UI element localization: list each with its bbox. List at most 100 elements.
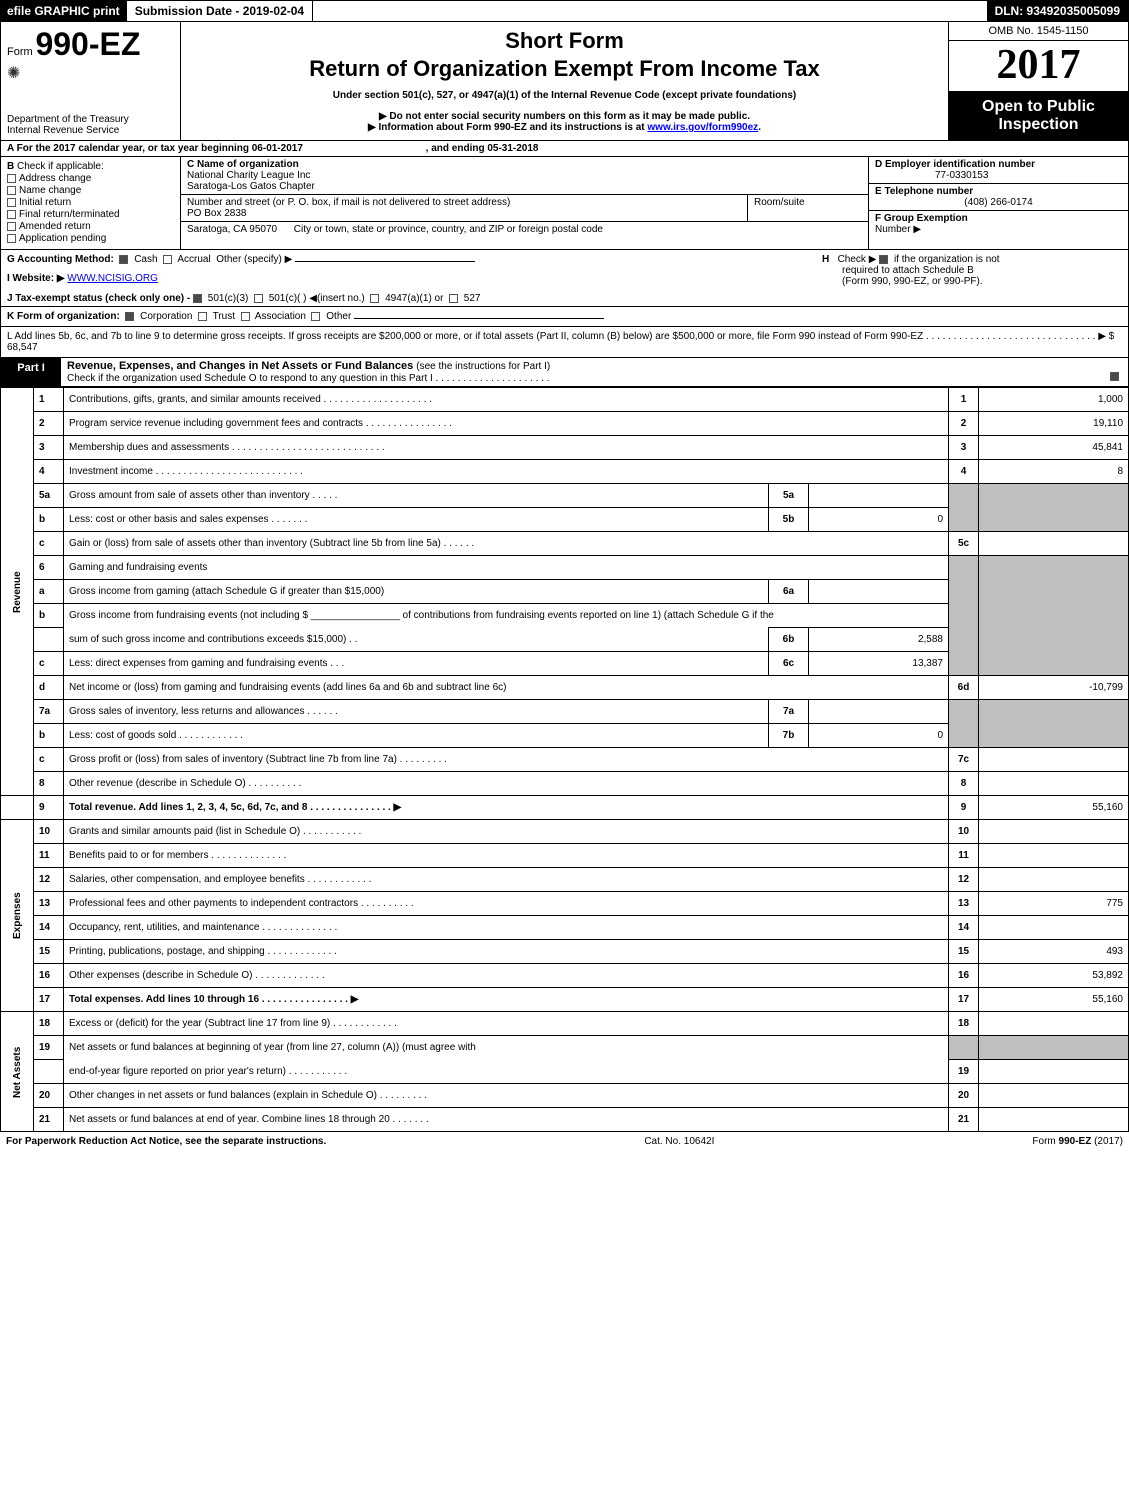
4947-check[interactable]: [370, 294, 379, 303]
final-return-check[interactable]: Final return/terminated: [7, 209, 174, 220]
other-org-label: Other: [326, 311, 351, 322]
line-ref: 13: [949, 892, 979, 916]
city-label: City or town, state or province, country…: [294, 224, 603, 235]
amended-return-check[interactable]: Amended return: [7, 221, 174, 232]
addr-change-label: Address change: [19, 173, 91, 184]
org-name-2: Saratoga-Los Gatos Chapter: [187, 181, 315, 192]
entity-info: B Check if applicable: Address change Na…: [0, 156, 1129, 249]
sub-num: 7a: [769, 700, 809, 724]
section-d: D Employer identification number 77-0330…: [868, 157, 1128, 249]
sub-num: 6a: [769, 580, 809, 604]
line-desc: Gross sales of inventory, less returns a…: [64, 700, 769, 724]
open-to-public: Open to Public Inspection: [949, 92, 1128, 140]
trust-label: Trust: [213, 311, 235, 322]
line-desc: Gaming and fundraising events: [64, 556, 949, 580]
shaded-cell: [949, 1036, 979, 1060]
501c3-check[interactable]: [193, 294, 202, 303]
line-ref: 1: [949, 388, 979, 412]
line-amount: [979, 532, 1129, 556]
under-section-text: Under section 501(c), 527, or 4947(a)(1)…: [333, 90, 796, 101]
table-row: 2 Program service revenue including gove…: [1, 412, 1129, 436]
open-line2: Inspection: [953, 116, 1124, 134]
section-b: B Check if applicable: Address change Na…: [1, 157, 181, 249]
corp-check[interactable]: [125, 312, 134, 321]
header-right: OMB No. 1545-1150 2017 Open to Public In…: [948, 22, 1128, 140]
table-row: 4 Investment income . . . . . . . . . . …: [1, 460, 1129, 484]
table-row: 16 Other expenses (describe in Schedule …: [1, 964, 1129, 988]
sub-val: [809, 580, 949, 604]
line-num: b: [34, 508, 64, 532]
line-ref: 9: [949, 796, 979, 820]
line-amount: -10,799: [979, 676, 1129, 700]
irs-link[interactable]: www.irs.gov/form990ez: [647, 122, 758, 133]
line-ref: 3: [949, 436, 979, 460]
shaded-cell: [979, 484, 1129, 532]
table-row: 8 Other revenue (describe in Schedule O)…: [1, 772, 1129, 796]
line-num: 8: [34, 772, 64, 796]
table-row: d Net income or (loss) from gaming and f…: [1, 676, 1129, 700]
line-num: 6: [34, 556, 64, 580]
l-text: L Add lines 5b, 6c, and 7b to line 9 to …: [7, 331, 1114, 342]
line-num: 15: [34, 940, 64, 964]
efile-print-button[interactable]: efile GRAPHIC print: [1, 1, 126, 21]
line-desc: Grants and similar amounts paid (list in…: [64, 820, 949, 844]
cash-check[interactable]: [119, 255, 128, 264]
h-checkbox[interactable]: [879, 255, 888, 264]
top-bar: efile GRAPHIC print Submission Date - 20…: [0, 0, 1129, 22]
line-num: 10: [34, 820, 64, 844]
line-desc: Gross income from fundraising events (no…: [64, 604, 949, 628]
f-label: F Group Exemption: [875, 213, 968, 224]
527-check[interactable]: [449, 294, 458, 303]
501c-check[interactable]: [254, 294, 263, 303]
tax-year-begin: 06-01-2017: [252, 143, 303, 154]
table-row: c Gain or (loss) from sale of assets oth…: [1, 532, 1129, 556]
line-ref: 10: [949, 820, 979, 844]
initial-return-check[interactable]: Initial return: [7, 197, 174, 208]
section-c: C Name of organization National Charity …: [181, 157, 868, 249]
schedule-o-check[interactable]: [1110, 372, 1119, 381]
trust-check[interactable]: [198, 312, 207, 321]
line-desc: end-of-year figure reported on prior yea…: [64, 1060, 949, 1084]
website-link[interactable]: WWW.NCISIG.ORG: [67, 273, 158, 284]
line-num: a: [34, 580, 64, 604]
line-num: d: [34, 676, 64, 700]
table-row: 20 Other changes in net assets or fund b…: [1, 1084, 1129, 1108]
line-desc: Other expenses (describe in Schedule O) …: [64, 964, 949, 988]
line-num: 21: [34, 1108, 64, 1132]
line-amount: 55,160: [979, 988, 1129, 1012]
line-amount: [979, 868, 1129, 892]
pending-label: Application pending: [19, 233, 106, 244]
city-value: Saratoga, CA 95070: [187, 224, 277, 235]
cat-number: Cat. No. 10642I: [644, 1136, 714, 1147]
line-desc: Gross income from gaming (attach Schedul…: [64, 580, 769, 604]
line-amount: [979, 1108, 1129, 1132]
line-amount: [979, 844, 1129, 868]
line-ref: 5c: [949, 532, 979, 556]
line-desc: Net income or (loss) from gaming and fun…: [64, 676, 949, 700]
assoc-check[interactable]: [241, 312, 250, 321]
pending-check[interactable]: Application pending: [7, 233, 174, 244]
table-row: 14 Occupancy, rent, utilities, and maint…: [1, 916, 1129, 940]
line-num: 20: [34, 1084, 64, 1108]
line-ref: 19: [949, 1060, 979, 1084]
shaded-cell: [979, 700, 1129, 748]
line-desc: Excess or (deficit) for the year (Subtra…: [64, 1012, 949, 1036]
shaded-cell: [949, 700, 979, 748]
form-number: 990-EZ: [35, 26, 140, 62]
sub-num: 6c: [769, 652, 809, 676]
line-desc: Investment income . . . . . . . . . . . …: [64, 460, 949, 484]
addr-change-check[interactable]: Address change: [7, 173, 174, 184]
line-num: 1: [34, 388, 64, 412]
d-label: D Employer identification number: [875, 159, 1035, 170]
table-row: end-of-year figure reported on prior yea…: [1, 1060, 1129, 1084]
name-change-check[interactable]: Name change: [7, 185, 174, 196]
line-amount: [979, 1012, 1129, 1036]
table-row: 19 Net assets or fund balances at beginn…: [1, 1036, 1129, 1060]
line-desc: Program service revenue including govern…: [64, 412, 949, 436]
line-num: 18: [34, 1012, 64, 1036]
other-org-check[interactable]: [311, 312, 320, 321]
f-label2: Number ▶: [875, 224, 921, 235]
line-ref: 17: [949, 988, 979, 1012]
accrual-check[interactable]: [163, 255, 172, 264]
section-l: L Add lines 5b, 6c, and 7b to line 9 to …: [0, 327, 1129, 357]
